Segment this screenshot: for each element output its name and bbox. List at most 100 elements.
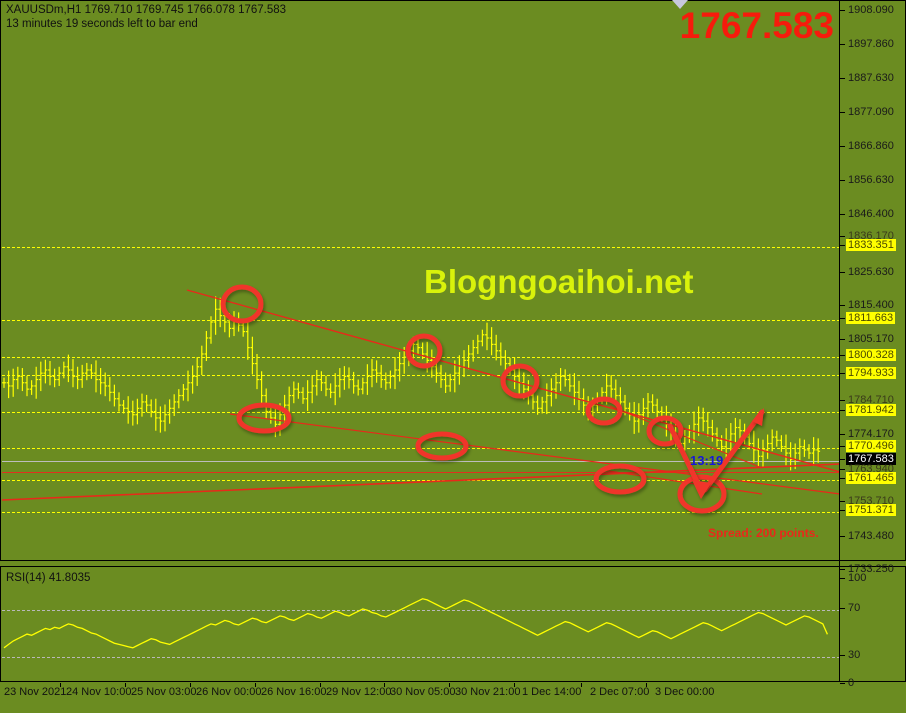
- ohlc-bar: [655, 398, 660, 418]
- current-price-label: 1767.583: [846, 453, 896, 465]
- ohlc-bar: [333, 373, 338, 406]
- annotation-circle-support-2: [415, 431, 469, 461]
- ohlc-bar: [563, 369, 568, 387]
- ohlc-bar: [52, 368, 57, 388]
- annotation-circle-lower-high-3: [585, 396, 623, 426]
- time-axis-separator: [384, 683, 385, 687]
- spread-note: Spread: 200 points.: [708, 526, 819, 540]
- annotation-circle-reversal-zone: [677, 474, 727, 514]
- rsi-indicator-panel[interactable]: [0, 566, 906, 682]
- ohlc-bar: [816, 438, 821, 463]
- rsi-level-70-line: [2, 610, 840, 611]
- level-line-1811: [2, 320, 840, 321]
- price-axis-label: 1794.933: [846, 367, 896, 379]
- ohlc-bar: [733, 417, 738, 444]
- ohlc-bar: [29, 380, 34, 395]
- ohlc-bar: [268, 405, 273, 424]
- price-tick: [840, 355, 845, 356]
- ohlc-bar: [126, 396, 131, 424]
- time-axis-label: 26 Nov 16:00: [261, 686, 327, 698]
- ohlc-bar: [337, 368, 342, 398]
- ohlc-bar: [287, 386, 292, 415]
- ohlc-bar: [443, 372, 448, 393]
- ohlc-bar: [471, 339, 476, 362]
- annotation-circle-swing-high: [220, 284, 264, 324]
- price-axis-label: 1908.090: [848, 4, 894, 16]
- price-chart-panel[interactable]: [0, 0, 906, 561]
- ohlc-bar: [107, 377, 112, 402]
- price-axis-label: 1770.496: [846, 440, 896, 452]
- ohlc-bar: [20, 368, 25, 392]
- price-tick: [840, 510, 845, 511]
- ohlc-bar: [245, 319, 250, 360]
- ohlc-bar: [218, 297, 223, 328]
- ohlc-bar: [291, 381, 296, 404]
- price-axis-label: 1751.371: [846, 504, 896, 516]
- ohlc-bar: [360, 377, 365, 395]
- ohlc-bar: [250, 336, 255, 375]
- price-bars: [2, 296, 821, 471]
- time-axis-label: 3 Dec 00:00: [655, 686, 715, 698]
- ohlc-bar: [296, 382, 301, 399]
- ohlc-bar: [397, 352, 402, 382]
- annotation-circle-support-3: [593, 463, 647, 495]
- ohlc-bar: [558, 368, 563, 392]
- time-axis-label: 23 Nov 2021: [4, 686, 67, 698]
- time-axis-separator: [514, 683, 515, 687]
- ohlc-bar: [213, 296, 218, 335]
- price-tick: [840, 339, 845, 340]
- time-axis-label: 24 Nov 10:00: [66, 686, 132, 698]
- ohlc-bar: [572, 373, 577, 406]
- level-line-1751: [2, 512, 840, 513]
- ohlc-bar: [374, 360, 379, 383]
- price-tick: [840, 434, 845, 435]
- ohlc-bar: [342, 366, 347, 390]
- ohlc-bar: [6, 370, 11, 399]
- ohlc-bar: [195, 357, 200, 386]
- ohlc-bar: [301, 387, 305, 404]
- annotation-arrow-down-head: [692, 480, 711, 499]
- rsi-plot-area[interactable]: [2, 568, 840, 682]
- watermark-text: Blogngoaihoi.net: [424, 263, 694, 300]
- ohlc-bar: [489, 327, 494, 356]
- ohlc-bar: [255, 353, 259, 390]
- ohlc-bar: [310, 375, 315, 404]
- ohlc-bar: [98, 368, 103, 395]
- ohlc-bar: [209, 316, 213, 344]
- level-line-1800: [2, 357, 840, 358]
- time-axis-separator: [581, 683, 582, 687]
- ohlc-bar: [784, 434, 788, 466]
- ohlc-bar: [149, 399, 154, 418]
- ohlc-bar: [770, 429, 775, 452]
- price-axis-label: 1866.860: [848, 140, 894, 152]
- price-axis-label: 1743.480: [848, 530, 894, 542]
- price-tick: [840, 236, 845, 237]
- ohlc-bar: [379, 364, 384, 388]
- price-axis-label: 1856.630: [848, 174, 894, 186]
- price-axis-label: 1761.465: [846, 472, 896, 484]
- ohlc-bar: [416, 337, 420, 354]
- ohlc-bar: [439, 364, 443, 388]
- ohlc-bar: [811, 437, 816, 466]
- price-axis-label: 1897.860: [848, 38, 894, 50]
- ohlc-bar: [719, 435, 724, 452]
- price-tick: [840, 501, 845, 502]
- ohlc-bar: [765, 434, 770, 459]
- ohlc-bar: [540, 396, 545, 414]
- ohlc-bar: [452, 360, 457, 393]
- ask-price-line: [2, 472, 840, 473]
- ohlc-bar: [503, 350, 508, 371]
- time-axis-label: 1 Dec 14:00: [522, 686, 582, 698]
- price-plot-area[interactable]: [2, 2, 840, 561]
- ohlc-bar: [135, 398, 140, 425]
- price-tick: [840, 10, 845, 11]
- time-axis[interactable]: 23 Nov 2021 24 Nov 10:00 25 Nov 03:00 26 No…: [0, 683, 906, 713]
- ohlc-bar: [80, 364, 85, 388]
- chevron-down-icon: [672, 0, 688, 9]
- price-tick: [840, 410, 845, 411]
- price-tick: [840, 44, 845, 45]
- price-axis[interactable]: 1908.090 1897.860 1887.630 1877.090 1866.860…: [840, 0, 906, 682]
- ohlc-bar: [802, 439, 807, 457]
- ohlc-bar: [2, 377, 6, 388]
- bar-timer-text: 13 minutes 19 seconds left to bar end: [6, 18, 198, 30]
